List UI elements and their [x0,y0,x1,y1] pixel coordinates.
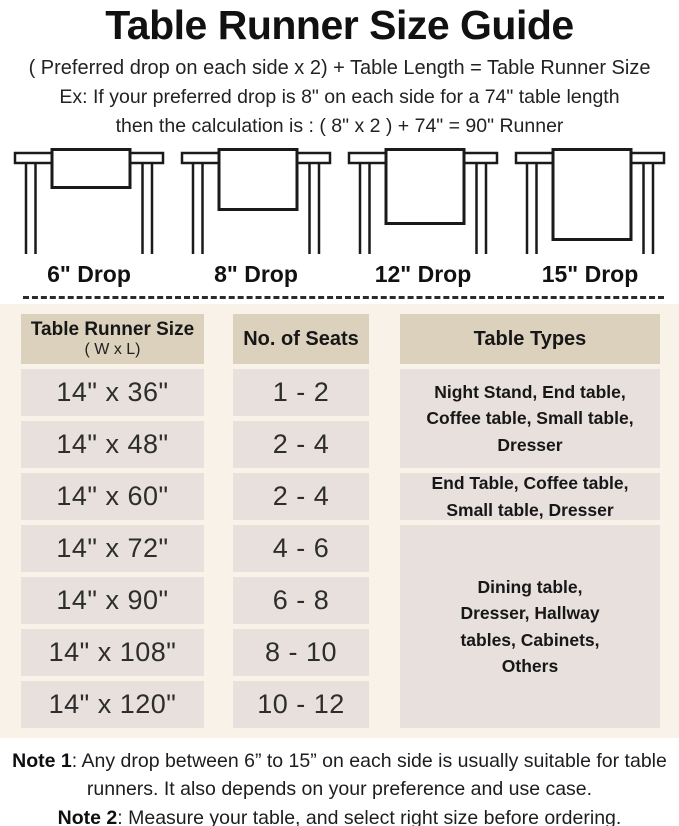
seats-cell: 4 - 6 [233,525,369,572]
table-side-view-8in-icon [180,148,332,254]
table-types-cell-large-tables: Dining table, Dresser, Hallway tables, C… [400,525,660,728]
column-header-runner-size: Table Runner Size ( W x L) [21,314,204,364]
runner-drape [217,148,299,211]
note-2: Note 2: Measure your table, and select r… [8,804,671,826]
dashed-divider [23,296,664,299]
table-illustration-6in-drop [6,148,172,259]
size-cell: 14" x 60" [21,473,204,520]
drop-label-8in: 8" Drop [214,261,298,287]
drop-labels-row: 6" Drop 8" Drop 12" Drop 15" Drop [0,261,679,288]
table-types-cell-small-tables: Night Stand, End table, Coffee table, Sm… [400,369,660,468]
column-header-runner-size-subtitle: ( W x L) [84,340,141,358]
table-side-view-12in-icon [347,148,499,254]
drop-illustrations-row [0,144,679,259]
table-side-view-6in-icon [13,148,165,254]
size-guide-table: Table Runner Size ( W x L) No. of Seats … [0,304,679,738]
note-1-label: Note 1 [12,750,72,772]
note-2-label: Note 2 [57,806,118,826]
size-cell: 14" x 72" [21,525,204,572]
table-illustration-12in-drop [340,148,506,259]
drop-label-6in: 6" Drop [47,261,131,287]
drop-label-12in: 12" Drop [374,261,472,287]
size-cell: 14" x 120" [21,681,204,728]
runner-drape [551,148,633,241]
size-cell: 14" x 48" [21,421,204,468]
drop-label-15in: 15" Drop [541,261,639,287]
column-header-seats: No. of Seats [233,314,369,364]
formula-text: ( Preferred drop on each side x 2) + Tab… [28,57,651,79]
page-title: Table Runner Size Guide [105,2,574,48]
size-cell: 14" x 36" [21,369,204,416]
runner-drape [384,148,466,225]
seats-cell: 6 - 8 [233,577,369,624]
note-1: Note 1: Any drop between 6” to 15” on ea… [8,747,671,804]
runner-drape [50,148,132,189]
seats-cell: 2 - 4 [233,473,369,520]
table-illustration-15in-drop [507,148,673,259]
table-illustration-8in-drop [173,148,339,259]
column-header-table-types: Table Types [400,314,660,364]
size-cell: 14" x 90" [21,577,204,624]
column-header-runner-size-title: Table Runner Size [30,318,195,340]
note-1-text: : Any drop between 6” to 15” on each sid… [71,750,667,801]
table-side-view-15in-icon [514,148,666,254]
size-cell: 14" x 108" [21,629,204,676]
example-text-line1: Ex: If your preferred drop is 8" on each… [59,86,620,108]
notes-section: Note 1: Any drop between 6” to 15” on ea… [0,747,679,826]
seats-cell: 8 - 10 [233,629,369,676]
example-text-line2: then the calculation is : ( 8" x 2 ) + 7… [115,115,564,137]
seats-cell: 1 - 2 [233,369,369,416]
seats-cell: 2 - 4 [233,421,369,468]
note-2-text: : Measure your table, and select right s… [117,806,622,826]
seats-cell: 10 - 12 [233,681,369,728]
table-types-cell-medium-tables: End Table, Coffee table, Small table, Dr… [400,473,660,520]
